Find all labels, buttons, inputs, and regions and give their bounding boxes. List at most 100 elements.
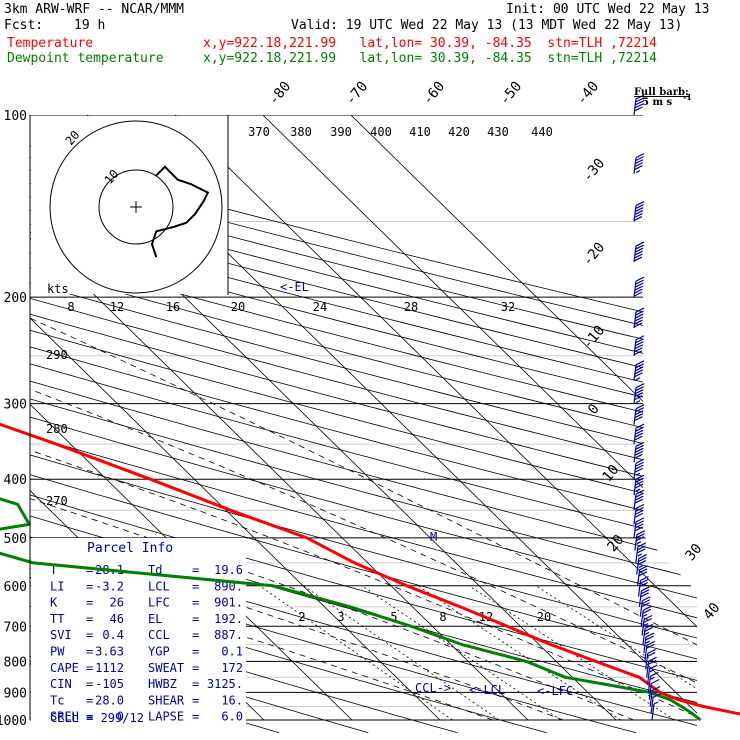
parcel-info-title: Parcel Info (87, 541, 173, 556)
wind-barb-flag (639, 581, 648, 588)
parcel-eq: = (192, 563, 199, 577)
parcel-value: 901. (214, 596, 243, 610)
wind-barb-flag (635, 338, 644, 344)
wind-barb-flag (634, 165, 643, 171)
wind-barb-flag (641, 599, 651, 605)
barb-legend-unit: 5 m s (642, 97, 673, 108)
wind-barb (648, 678, 660, 700)
speed-scale-label: 32 (501, 300, 515, 314)
wind-barb-flag (635, 536, 645, 542)
speed-scale-label: 20 (231, 300, 245, 314)
parcel-key: EL (148, 612, 162, 626)
moist-adiabat-line (30, 221, 697, 721)
parcel-value: -105 (95, 677, 124, 691)
speed-scale-label: 8 (67, 300, 74, 314)
wind-barb-flag (635, 200, 645, 207)
wind-barb-flag (650, 671, 659, 677)
parcel-eq: = (192, 693, 199, 707)
wind-barb-flag (637, 545, 646, 551)
wind-barb (634, 530, 646, 551)
mixing-ratio-line (468, 585, 675, 721)
wind-barb-flag (645, 632, 655, 638)
wind-barb-flag (637, 560, 647, 566)
wind-barb-staff (650, 697, 654, 714)
wind-barb-flag (634, 247, 644, 253)
wind-barb-flag (634, 509, 644, 515)
wind-barb-flag (634, 435, 643, 441)
wind-barb-flag (644, 623, 654, 629)
wind-barb-staff (648, 683, 652, 700)
wind-barb-flag (635, 517, 645, 523)
wind-barb-flag (642, 608, 652, 614)
mixing-ratio-line (417, 585, 621, 721)
isotherm-tick-label: -30 (580, 156, 609, 186)
wind-barb-half (644, 631, 650, 635)
temperature-line (0, 422, 740, 716)
speed-scale-label: 24 (313, 300, 327, 314)
wind-barb-flag (635, 241, 645, 247)
wind-barb (633, 360, 645, 381)
temperature-legend: Temperature (7, 36, 94, 51)
parcel-value: -3.2 (95, 579, 124, 593)
wind-barb-staff (651, 703, 655, 721)
moist-adiabat-line (30, 221, 697, 721)
wind-barbs: Full barb:5 m s -1 (633, 87, 692, 721)
parcel-eq: = (192, 628, 199, 642)
parcel-eq: = (86, 677, 93, 691)
wind-barb (644, 640, 656, 662)
parcel-eq: = (192, 596, 199, 610)
wind-barb-flag (634, 498, 644, 504)
wind-barb (633, 404, 645, 425)
isotherm-line (262, 115, 697, 721)
ccl-marker: CCL-> (415, 681, 451, 695)
wind-barb-flag (647, 659, 657, 665)
parcel-key: SWEAT (148, 661, 184, 675)
wind-barb (636, 554, 647, 575)
parcel-key: LAPSE (148, 710, 184, 724)
wind-barb-flag (634, 313, 644, 319)
isotherm-line (350, 115, 697, 721)
parcel-eq: = (86, 579, 93, 593)
wind-barb (649, 685, 661, 707)
wind-barb-flag (634, 447, 644, 453)
el-marker: <-EL (280, 280, 309, 294)
wind-barb (633, 517, 645, 538)
wind-barb (637, 575, 649, 597)
wind-barb-flag (635, 444, 644, 450)
wind-barb-flag (634, 413, 644, 419)
wind-barb-flag (634, 480, 644, 486)
wind-barb-flag (634, 106, 643, 112)
wind-barb-flag (635, 458, 645, 464)
parcel-key: CAPE (50, 661, 79, 675)
wind-barb-flag (634, 392, 644, 398)
wind-barb-flag (635, 520, 644, 526)
wind-barb (642, 623, 654, 645)
wind-barb (647, 671, 659, 693)
wind-barb-flag (634, 369, 644, 375)
parcel-cell: CELL = 299/12 (50, 711, 144, 725)
wind-barb-flag (634, 512, 644, 518)
parcel-eq: = (192, 579, 199, 593)
wind-barb-flag (642, 605, 652, 611)
wind-barb-flag (646, 640, 656, 646)
wind-barb-flag (649, 664, 658, 670)
wind-barb-flag (637, 542, 647, 548)
parcel-eq: = (86, 710, 93, 724)
wind-barb-flag (635, 461, 644, 467)
wind-barb-flag (633, 291, 643, 297)
wind-barb-flag (634, 464, 644, 470)
dry-adiabat-line (30, 115, 697, 734)
wind-barb-flag (642, 596, 651, 602)
wind-barb-flag (634, 316, 644, 322)
parcel-eq: = (192, 645, 199, 659)
wind-barb-flag (640, 592, 649, 598)
parcel-value: 6.0 (221, 710, 243, 724)
wind-barb-flag (635, 310, 644, 316)
parcel-value: 19.6 (214, 563, 243, 577)
pressure-tick-label: 700 (4, 620, 27, 635)
wind-barb-flag (639, 578, 649, 585)
wind-barb-flag (634, 282, 644, 288)
wind-barb-flag (635, 279, 644, 285)
